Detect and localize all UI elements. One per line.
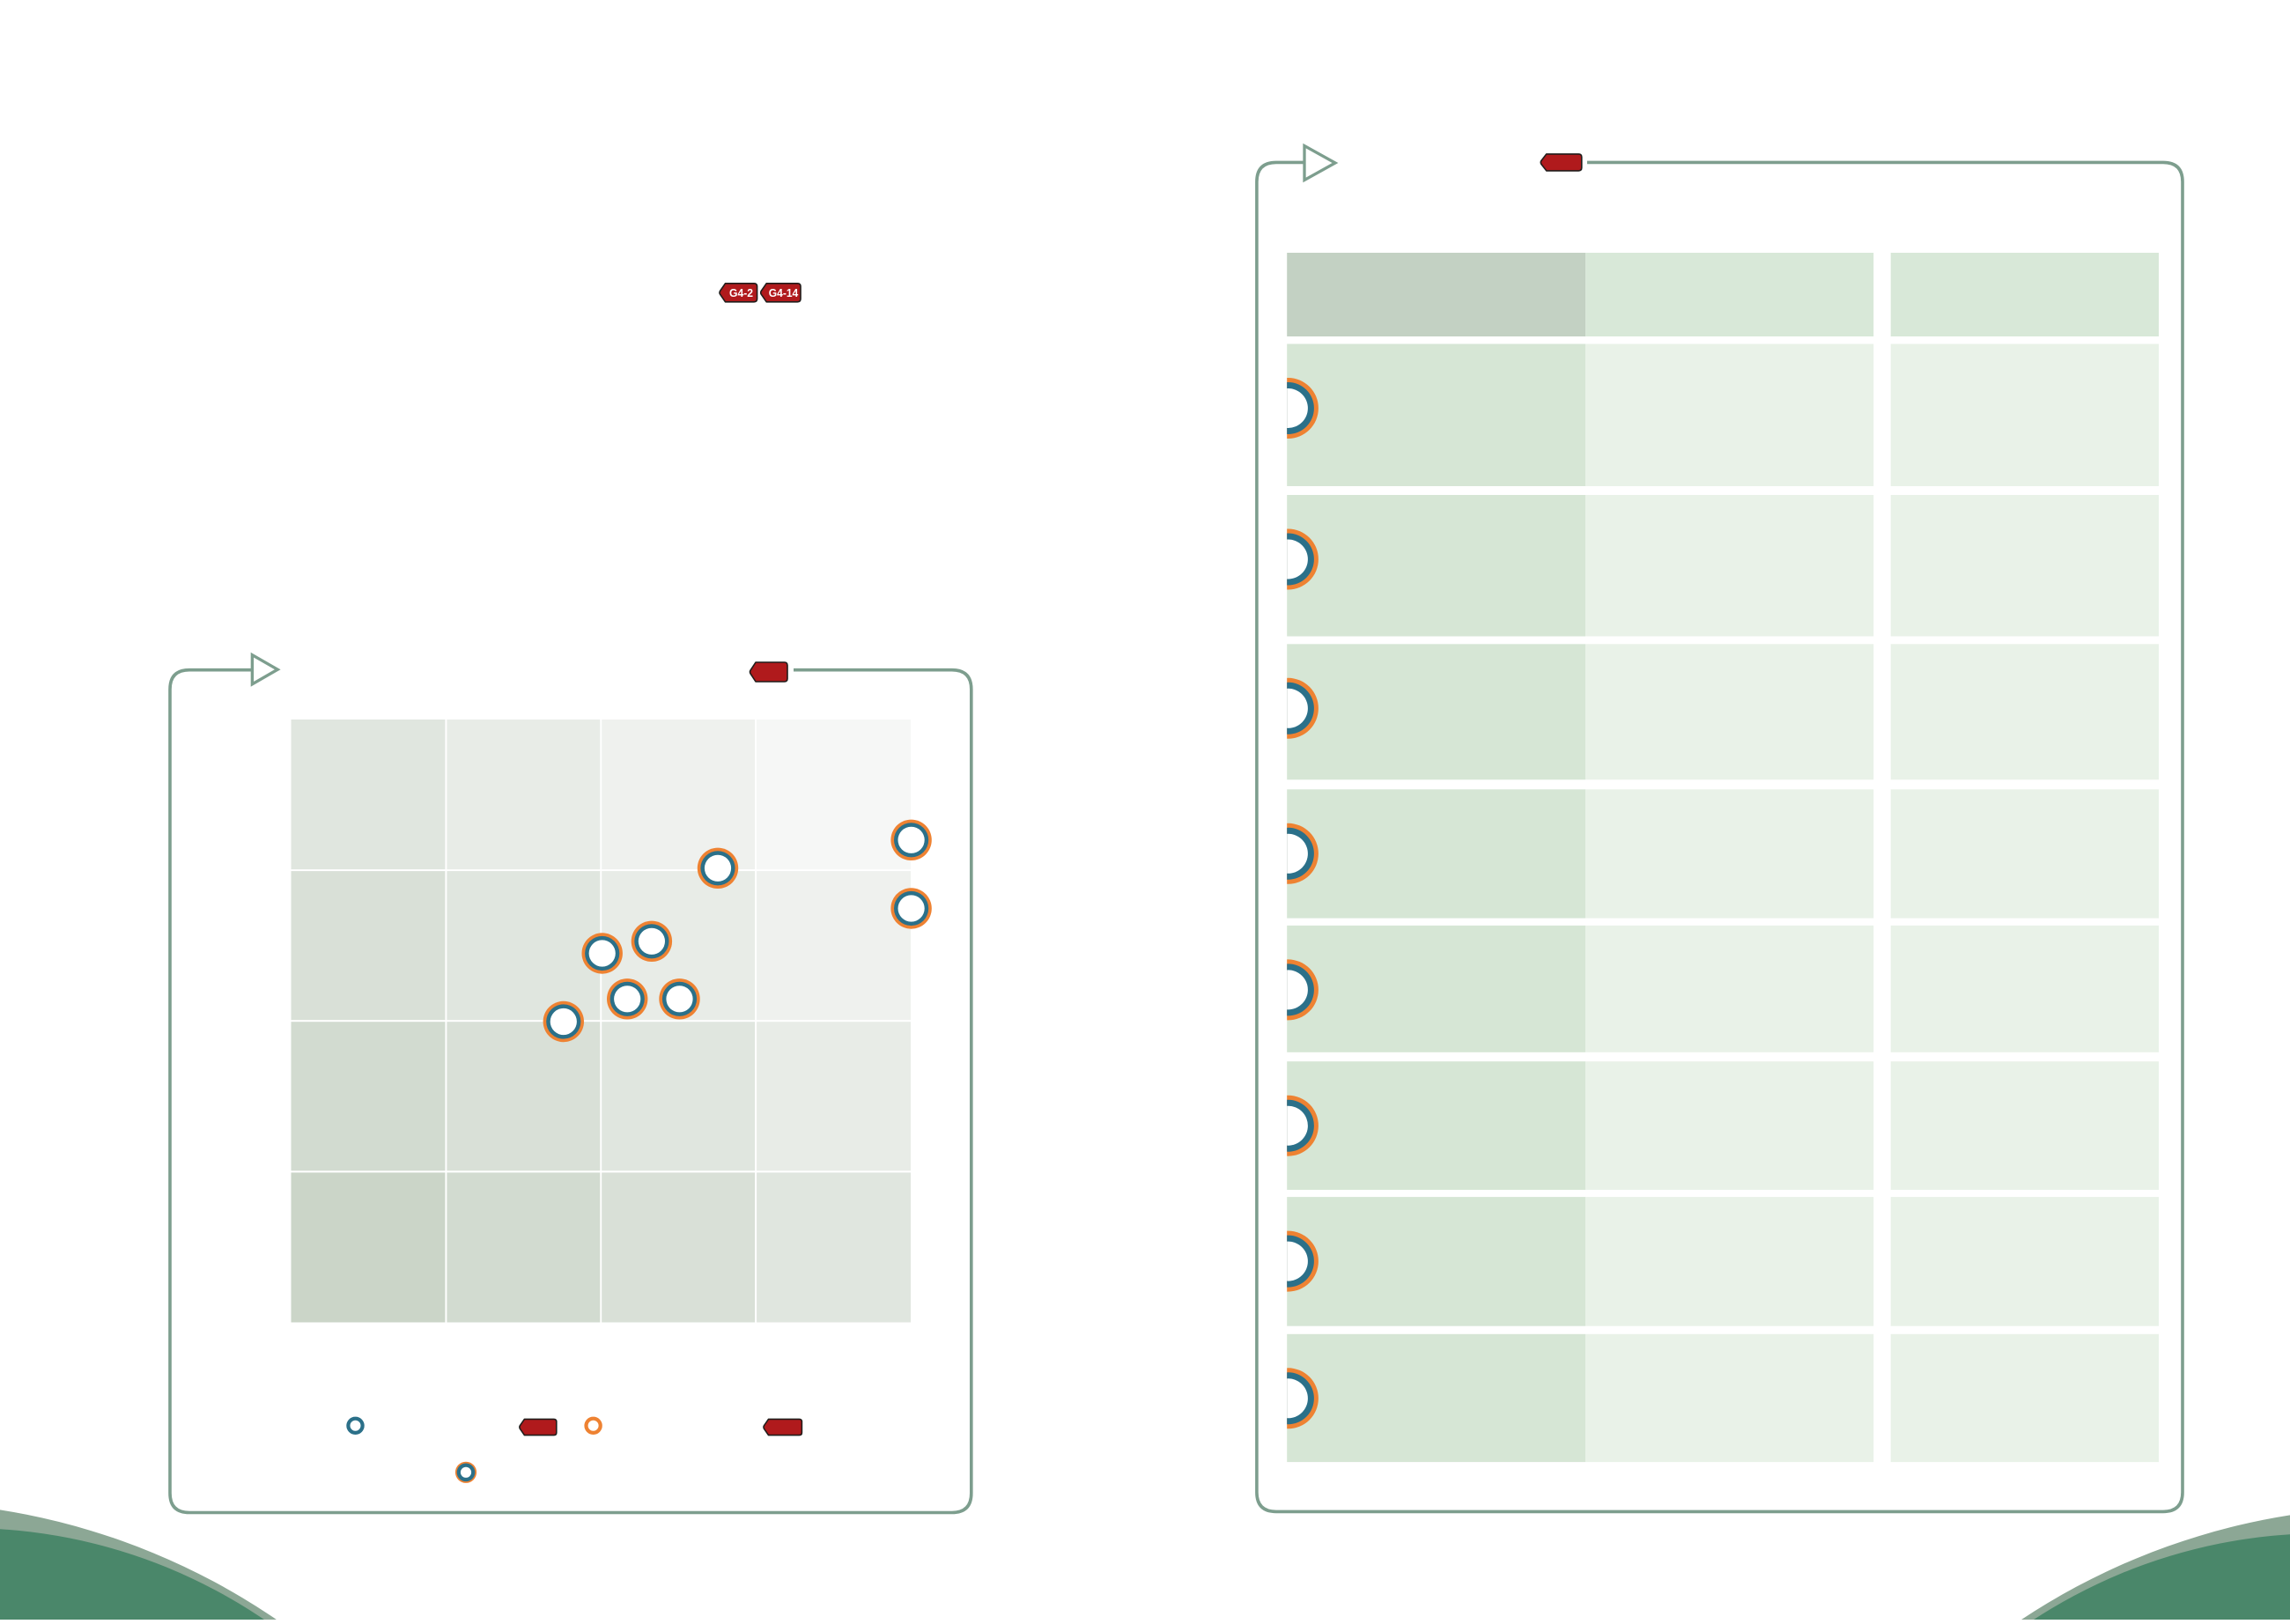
svg-text:G4-2: G4-2 xyxy=(729,286,753,299)
svg-text:G4-14: G4-14 xyxy=(769,286,799,299)
